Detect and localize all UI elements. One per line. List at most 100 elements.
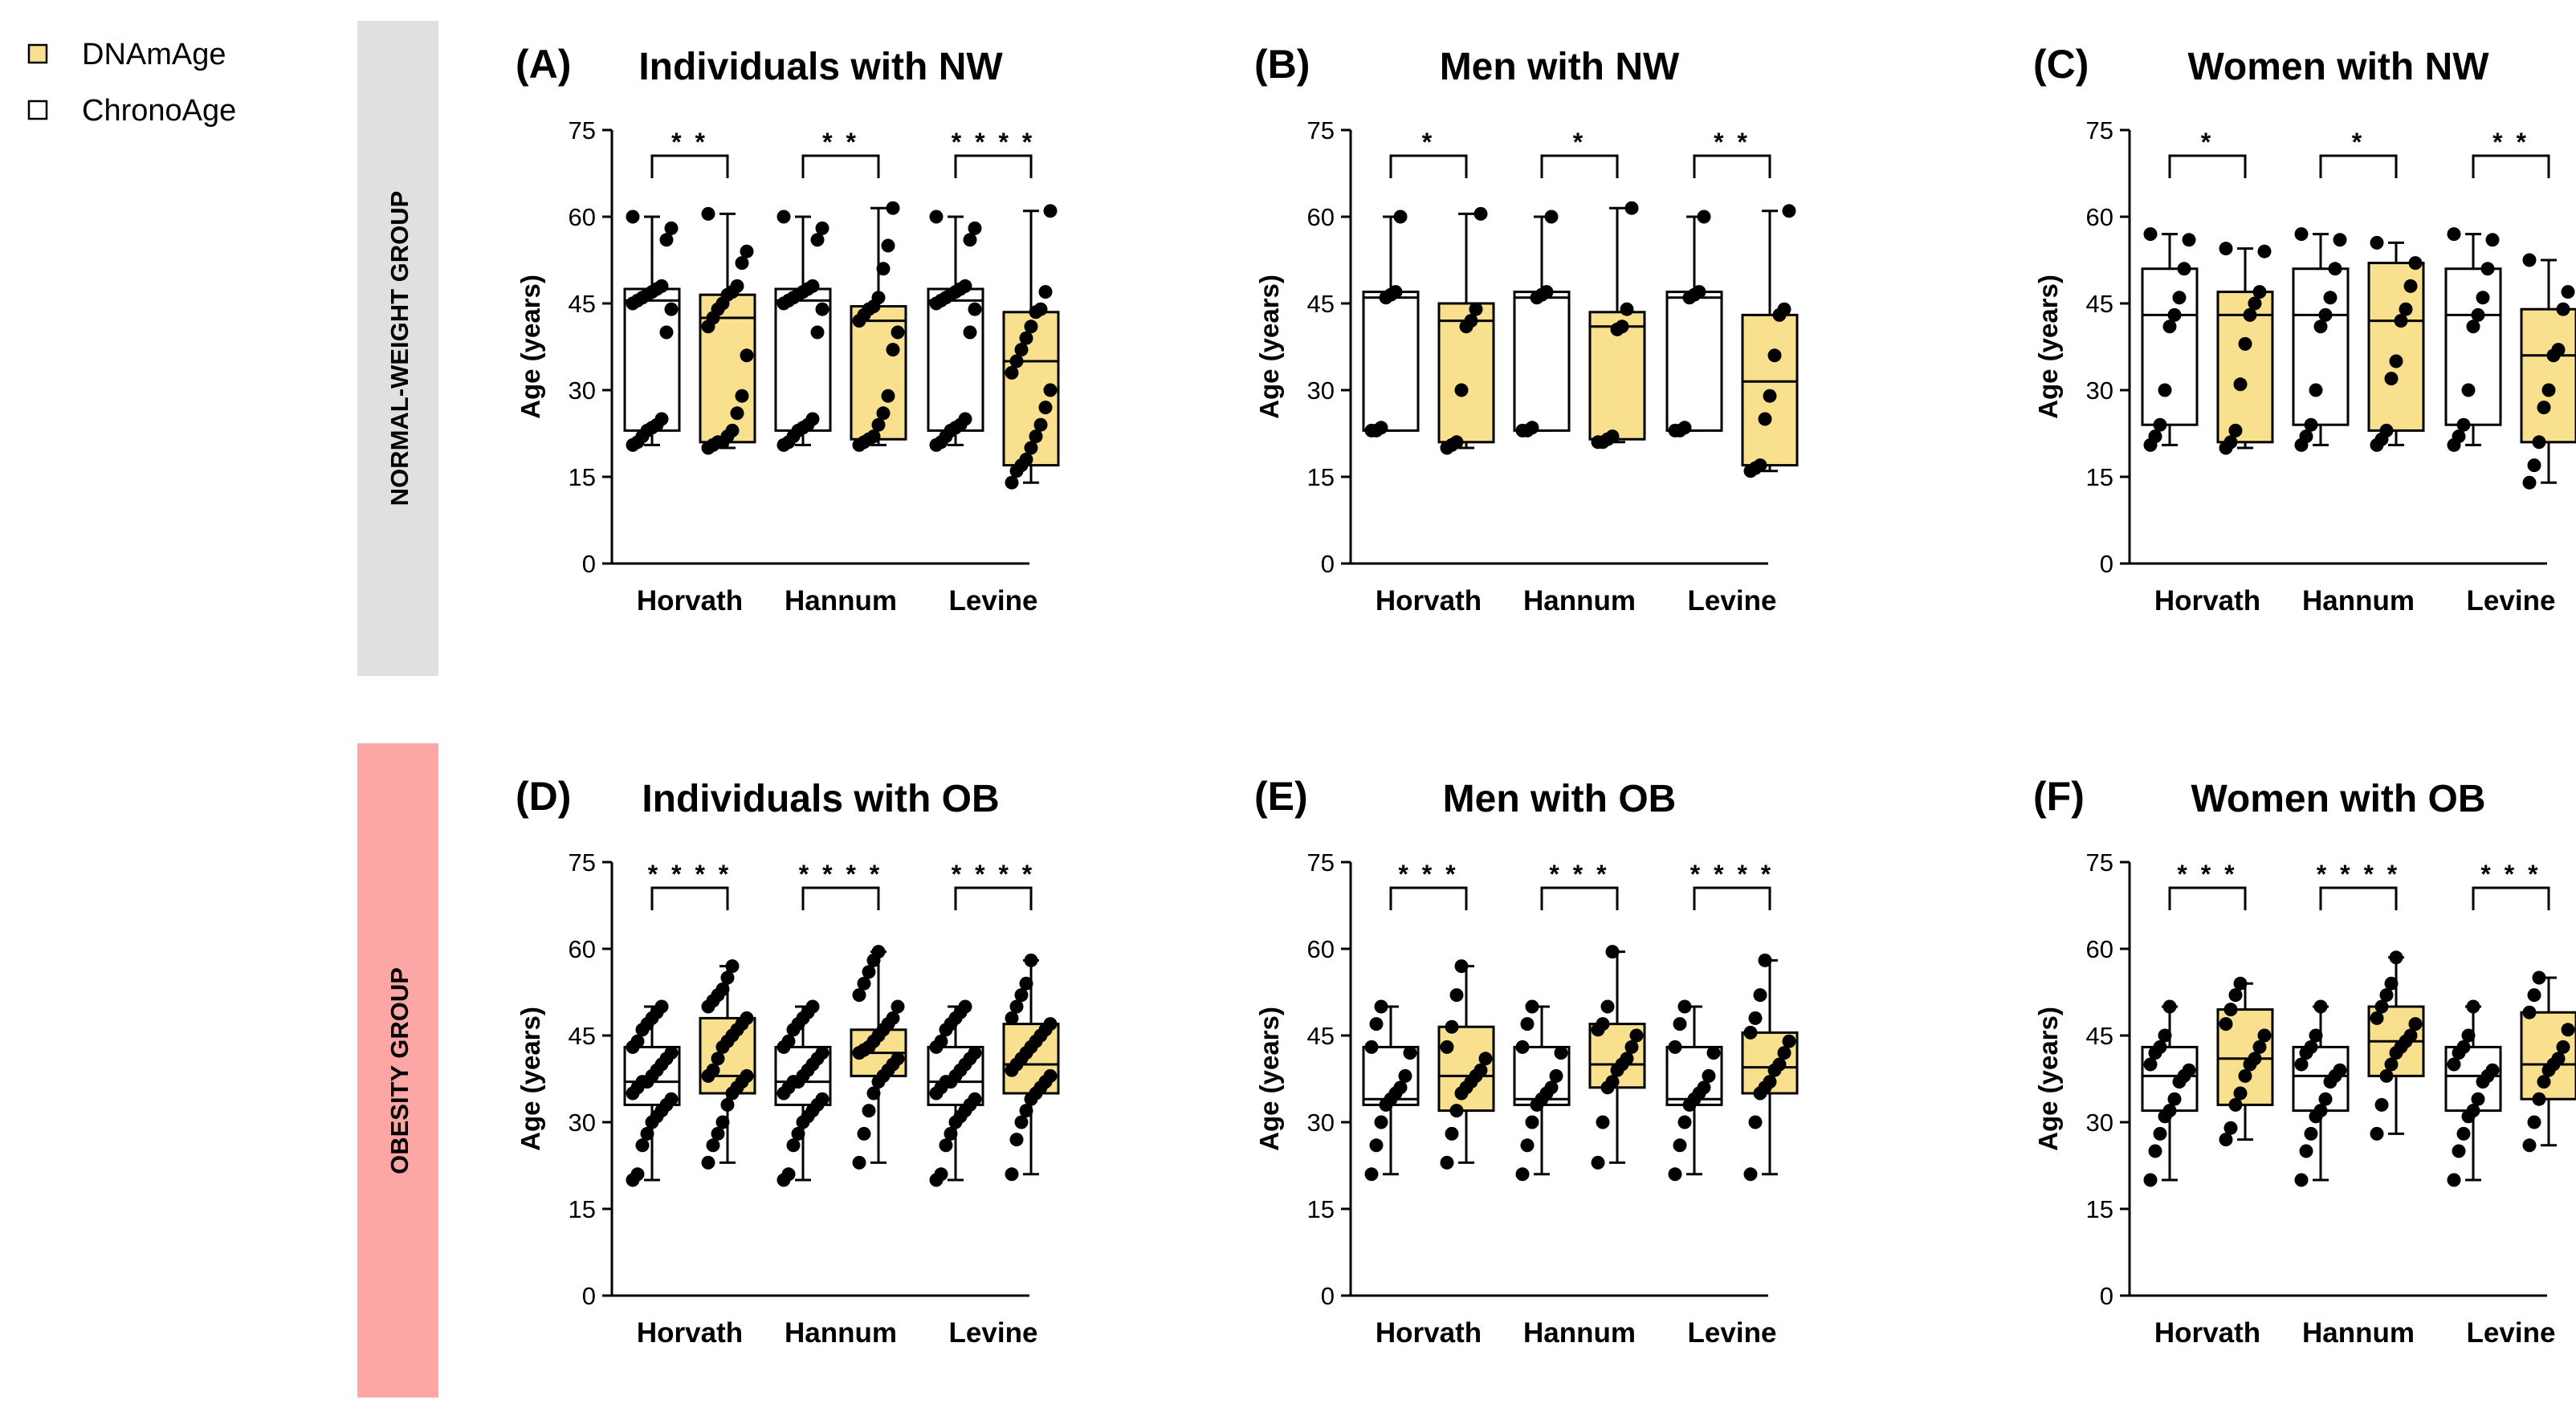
data-point bbox=[1515, 1167, 1530, 1182]
data-point bbox=[1520, 1138, 1535, 1153]
data-point bbox=[2223, 1003, 2238, 1017]
x-category-label: Levine bbox=[949, 585, 1038, 616]
data-point bbox=[1005, 365, 1019, 380]
data-point bbox=[929, 210, 944, 224]
y-tick-label: 30 bbox=[2086, 1109, 2113, 1137]
data-point bbox=[1600, 999, 1615, 1014]
panel-letter: (F) bbox=[2033, 774, 2085, 819]
y-tick-label: 30 bbox=[1307, 1109, 1335, 1137]
x-category-label: Horvath bbox=[1376, 585, 1482, 616]
data-point bbox=[2537, 1075, 2551, 1089]
data-point bbox=[891, 1052, 905, 1066]
panels: (A) Individuals with NW Age (years) 0 15 30 45… bbox=[516, 42, 2576, 1349]
data-point bbox=[815, 1092, 829, 1106]
data-point bbox=[876, 262, 891, 276]
data-point bbox=[1677, 1115, 1692, 1129]
y-tick-label: 75 bbox=[1307, 848, 1335, 877]
y-tick-label: 75 bbox=[2086, 116, 2113, 144]
data-point bbox=[2466, 999, 2480, 1014]
data-point bbox=[2561, 285, 2575, 299]
chart-panel: (F) Women with OB Age (years) 0 15 30 45 60 75 Ho… bbox=[2033, 774, 2576, 1349]
data-point bbox=[1697, 210, 1711, 224]
data-point bbox=[1782, 204, 1796, 218]
data-point bbox=[2223, 435, 2238, 450]
y-tick-label: 30 bbox=[2086, 376, 2113, 405]
data-point bbox=[2294, 227, 2309, 242]
chart-title: Women with NW bbox=[2187, 46, 2489, 88]
data-point bbox=[1393, 210, 1408, 224]
data-point bbox=[968, 1046, 982, 1060]
y-tick-label: 15 bbox=[569, 1195, 596, 1223]
data-point bbox=[725, 423, 740, 437]
box-chronoage bbox=[1665, 291, 1723, 432]
y-axis-label: Age (years) bbox=[516, 275, 545, 419]
significance-stars: * bbox=[2201, 128, 2214, 157]
data-point bbox=[891, 999, 905, 1014]
y-tick-label: 0 bbox=[582, 550, 596, 578]
data-point bbox=[2461, 1028, 2476, 1043]
significance-bracket bbox=[1389, 886, 1468, 910]
data-point bbox=[1772, 1057, 1787, 1072]
data-point bbox=[630, 1167, 645, 1182]
data-point bbox=[701, 206, 715, 221]
data-point bbox=[2223, 1121, 2238, 1135]
data-point bbox=[2480, 262, 2495, 276]
data-point bbox=[815, 302, 829, 316]
box-chronoage bbox=[2444, 267, 2502, 426]
data-point bbox=[1596, 1115, 1610, 1129]
data-point bbox=[2238, 1068, 2252, 1083]
data-point bbox=[2551, 343, 2566, 357]
data-point bbox=[1398, 1068, 1412, 1083]
data-point bbox=[862, 965, 876, 979]
data-point bbox=[2456, 1126, 2471, 1141]
x-category-label: Hannum bbox=[785, 585, 897, 616]
data-point bbox=[2182, 233, 2196, 247]
significance-stars: * * * * bbox=[952, 860, 1035, 889]
data-point bbox=[1009, 999, 1024, 1014]
data-point bbox=[2527, 988, 2541, 1003]
data-point bbox=[2447, 227, 2461, 242]
chart-title: Individuals with OB bbox=[642, 778, 999, 820]
x-category-label: Levine bbox=[949, 1317, 1038, 1349]
data-point bbox=[664, 1092, 679, 1106]
data-point bbox=[2323, 291, 2338, 305]
data-point bbox=[2309, 1028, 2323, 1043]
y-tick-label: 60 bbox=[2086, 203, 2113, 231]
y-tick-label: 45 bbox=[569, 290, 596, 318]
data-point bbox=[2466, 319, 2480, 334]
data-point bbox=[1388, 285, 1403, 299]
data-point bbox=[963, 325, 977, 340]
significance-bracket bbox=[650, 154, 729, 178]
data-point bbox=[2532, 970, 2546, 985]
significance-stars: * * bbox=[822, 128, 859, 157]
data-point bbox=[1758, 412, 1772, 426]
data-point bbox=[630, 1034, 645, 1048]
data-point bbox=[2153, 417, 2167, 432]
data-point bbox=[735, 389, 749, 403]
data-point bbox=[2374, 1097, 2389, 1112]
data-point bbox=[1403, 1046, 1417, 1060]
data-point bbox=[2143, 1173, 2158, 1187]
data-point bbox=[715, 982, 730, 996]
normal-weight-band bbox=[357, 21, 438, 676]
data-point bbox=[2452, 429, 2466, 444]
data-point bbox=[1043, 204, 1058, 218]
data-point bbox=[1620, 302, 1634, 316]
x-category-label: Horvath bbox=[637, 585, 743, 616]
box-chronoage bbox=[1362, 291, 1420, 432]
data-point bbox=[810, 233, 825, 247]
data-point bbox=[2233, 377, 2248, 392]
legend-swatch-dnamage bbox=[27, 43, 48, 64]
panel-letter: (C) bbox=[2033, 42, 2089, 87]
data-point bbox=[1520, 1017, 1535, 1031]
data-point bbox=[2257, 1028, 2272, 1043]
data-point bbox=[1019, 976, 1033, 991]
data-point bbox=[2228, 423, 2243, 437]
data-point bbox=[1763, 1075, 1777, 1089]
data-point bbox=[1445, 1126, 1459, 1141]
y-tick-label: 60 bbox=[2086, 935, 2113, 963]
data-point bbox=[815, 221, 829, 235]
data-point bbox=[2551, 1052, 2566, 1066]
data-point bbox=[2461, 383, 2476, 397]
